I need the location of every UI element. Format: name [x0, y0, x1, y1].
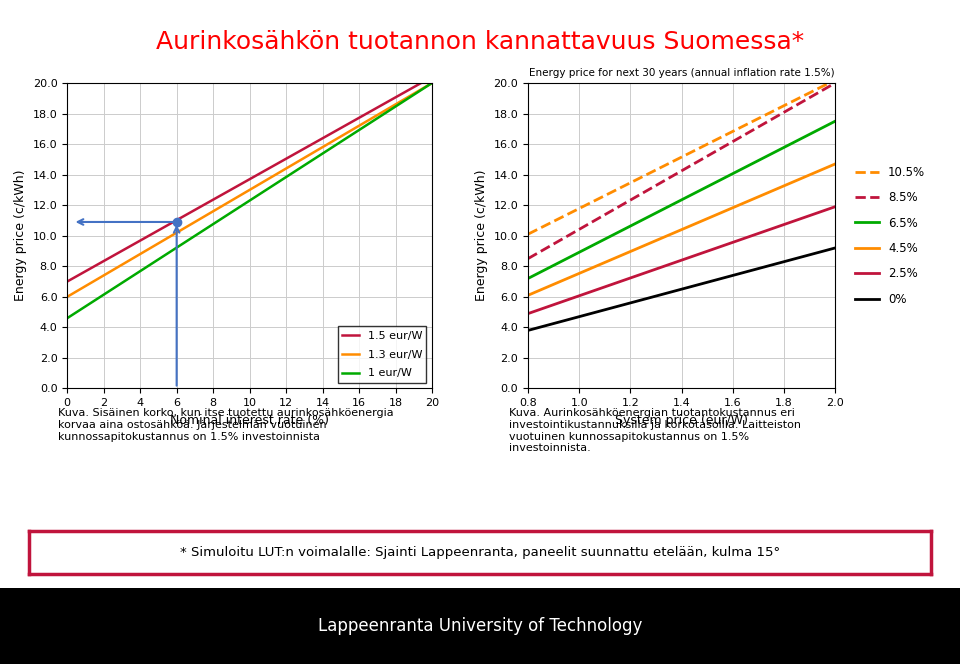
Text: Kuva. Aurinkosähköenergian tuotantokustannus eri
investointikustannuksilla ja ko: Kuva. Aurinkosähköenergian tuotantokusta… — [509, 408, 801, 453]
Text: Kuva. Sisäinen korko, kun itse tuotettu aurinkosähköenergia
korvaa aina ostosähk: Kuva. Sisäinen korko, kun itse tuotettu … — [58, 408, 394, 442]
Title: Energy price for next 30 years (annual inflation rate 1.5%): Energy price for next 30 years (annual i… — [529, 68, 834, 78]
Legend: 1.5 eur/W, 1.3 eur/W, 1 eur/W: 1.5 eur/W, 1.3 eur/W, 1 eur/W — [338, 326, 426, 383]
Text: Lappeenranta University of Technology: Lappeenranta University of Technology — [318, 617, 642, 635]
Text: Aurinkosähkön tuotannon kannattavuus Suomessa*: Aurinkosähkön tuotannon kannattavuus Suo… — [156, 30, 804, 54]
Y-axis label: Energy price (c/kWh): Energy price (c/kWh) — [14, 170, 27, 301]
Legend: 10.5%, 8.5%, 6.5%, 4.5%, 2.5%, 0%: 10.5%, 8.5%, 6.5%, 4.5%, 2.5%, 0% — [851, 161, 930, 311]
X-axis label: System price (eur/W): System price (eur/W) — [615, 414, 748, 427]
Y-axis label: Energy price (c/kWh): Energy price (c/kWh) — [475, 170, 488, 301]
X-axis label: Nominal interest rate (%): Nominal interest rate (%) — [170, 414, 329, 427]
Text: * Simuloitu LUT:n voimalalle: Sjainti Lappeenranta, paneelit suunnattu etelään, : * Simuloitu LUT:n voimalalle: Sjainti La… — [180, 546, 780, 559]
